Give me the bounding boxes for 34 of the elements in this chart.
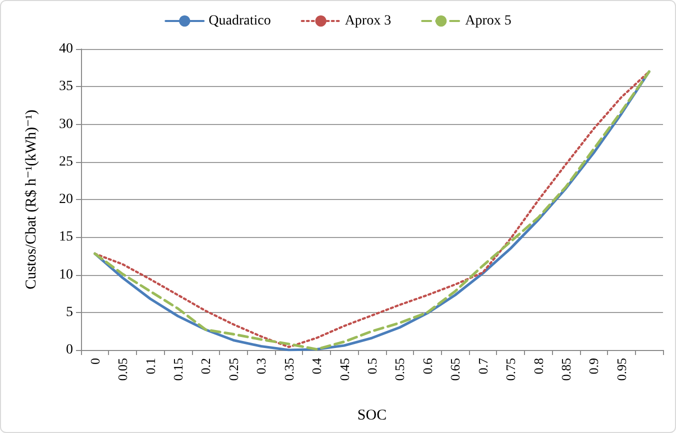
- x-tick-label: 0.85: [558, 358, 574, 381]
- y-tick-label: 25: [59, 154, 73, 170]
- y-axis-title: Custos/Cbat (R$ h⁻¹(kWh)⁻¹): [24, 110, 40, 290]
- x-tick-label: 0.4: [309, 358, 324, 374]
- x-tick-label: 0.9: [586, 358, 602, 374]
- legend-label: Aprox 5: [465, 14, 512, 28]
- y-tick-label: 40: [59, 42, 73, 56]
- x-tick-label: 0.75: [503, 358, 518, 381]
- y-tick-label: 30: [59, 116, 73, 132]
- y-tick-label: 10: [59, 267, 73, 282]
- x-tick-label: 0.6: [420, 358, 435, 374]
- legend-label: Quadratico: [208, 14, 271, 28]
- x-tick-label: 0.05: [115, 358, 130, 381]
- x-tick-label: 0.35: [281, 358, 296, 381]
- y-tick-label: 35: [59, 79, 73, 94]
- x-tick-label: 0.25: [226, 358, 241, 381]
- x-tick-label: 0.8: [530, 358, 546, 374]
- x-tick-label: 0: [87, 358, 102, 364]
- y-tick-label: 15: [59, 230, 73, 245]
- x-tick-label: 0.95: [614, 358, 629, 381]
- x-tick-label: 0.1: [142, 358, 158, 374]
- y-tick-label: 20: [59, 192, 73, 207]
- x-tick-label: 0.65: [448, 358, 463, 381]
- x-tick-label: 0.45: [336, 358, 352, 381]
- x-tick-label: 0.15: [170, 358, 186, 381]
- x-axis-title: SOC: [357, 408, 387, 424]
- x-tick-label: 0.55: [392, 358, 408, 381]
- y-tick-label: 0: [66, 342, 73, 358]
- legend-label: Aprox 3: [344, 14, 392, 28]
- x-tick-label: 0.2: [198, 358, 214, 374]
- y-tick-label: 5: [66, 304, 73, 320]
- x-tick-label: 0.5: [364, 358, 380, 374]
- x-tick-label: 0.7: [475, 358, 490, 374]
- x-tick-label: 0.3: [254, 358, 269, 374]
